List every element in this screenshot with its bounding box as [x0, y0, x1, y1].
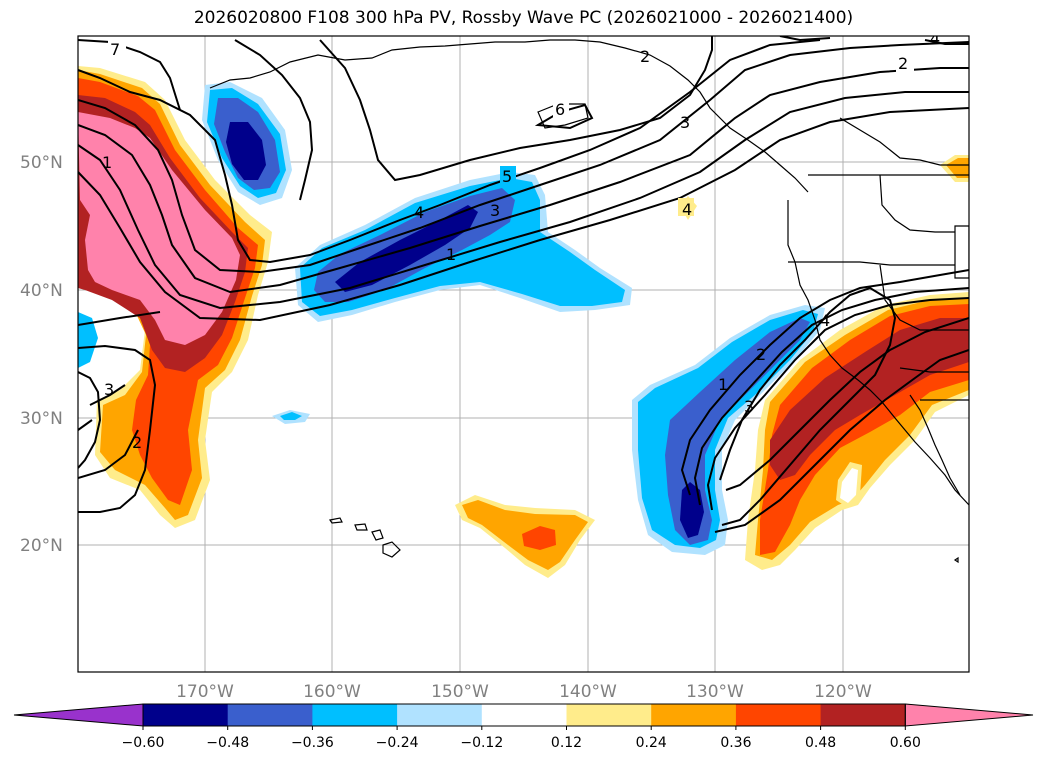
colorbar-segment: [312, 704, 398, 726]
gridlines: [78, 36, 969, 672]
colorbar-tick-label: −0.24: [376, 735, 419, 751]
lat-label: 20°N: [20, 536, 63, 556]
negative-anomaly-north: [202, 82, 292, 205]
lat-label: 50°N: [20, 153, 63, 173]
lon-label: 120°W: [814, 682, 872, 702]
coastlines: [209, 39, 969, 564]
colorbar-segment: [566, 704, 652, 726]
lon-label: 130°W: [686, 682, 744, 702]
colorbar-segment: [481, 704, 567, 726]
lon-label: 160°W: [303, 682, 361, 702]
colorbar-tick-label: −0.36: [291, 735, 334, 751]
colorbar-segment: [397, 704, 483, 726]
contour-label: 3: [104, 380, 114, 399]
contour-label: 2: [756, 345, 766, 364]
colorbar-tick-label: −0.48: [206, 735, 249, 751]
colorbar-tick-label: −0.60: [122, 735, 165, 751]
colorbar-segment: [227, 704, 313, 726]
contour-label: 2: [898, 54, 908, 73]
lon-label: 140°W: [559, 682, 617, 702]
contour-label: 4: [682, 200, 692, 219]
lon-label: 150°W: [431, 682, 489, 702]
contour-label: 4: [414, 203, 424, 222]
contour-label: 3: [744, 397, 754, 416]
map-title: 2026020800 F108 300 hPa PV, Rossby Wave …: [193, 8, 854, 28]
contour-labels: 7 6 5 4 3 1 1 2 3 4 2 3 1 2 3 4 2 4: [102, 29, 940, 452]
colorbar-extend-high: [904, 703, 1034, 727]
contour-label: 7: [110, 40, 120, 59]
contour-label: 2: [132, 433, 142, 452]
colorbar-segment: [820, 704, 906, 726]
colorbar-tick-label: 0.36: [720, 735, 751, 751]
contour-label: 3: [680, 113, 690, 132]
contour-label: 6: [555, 100, 565, 119]
contour-label: 1: [718, 375, 728, 394]
positive-anomaly-east: [455, 292, 969, 578]
contours: [78, 36, 969, 533]
colorbar-segment: [143, 704, 229, 726]
lon-label: 170°W: [176, 682, 234, 702]
contour-label: 1: [446, 245, 456, 264]
colorbar-tick-label: 0.60: [890, 735, 921, 751]
lat-label: 40°N: [20, 281, 63, 301]
longitude-labels: 170°W 160°W 150°W 140°W 130°W 120°W: [176, 682, 872, 702]
contour-label: 4: [930, 29, 940, 48]
colorbar-segment: [651, 704, 737, 726]
contour-label: 1: [102, 153, 112, 172]
lat-label: 30°N: [20, 409, 63, 429]
map-frame: [77, 35, 970, 673]
colorbar-tick-label: 0.48: [805, 735, 836, 751]
colorbar-segment: [735, 704, 822, 726]
colorbar-tick-label: −0.12: [460, 735, 503, 751]
contour-label: 2: [640, 47, 650, 66]
colorbar-tick-label: 0.24: [636, 735, 667, 751]
latitude-labels: 50°N 40°N 30°N 20°N: [20, 153, 63, 556]
colorbar-tick-label: 0.12: [551, 735, 582, 751]
colorbar-border: [142, 703, 906, 727]
colorbar: −0.60 −0.48 −0.36 −0.24 −0.12 0.12 0.24 0.36 0.4…: [13, 703, 1034, 751]
contour-label: 4: [820, 311, 830, 330]
contour-label: 3: [490, 201, 500, 220]
colorbar-extend-low: [13, 703, 144, 727]
contour-label: 5: [502, 167, 512, 186]
